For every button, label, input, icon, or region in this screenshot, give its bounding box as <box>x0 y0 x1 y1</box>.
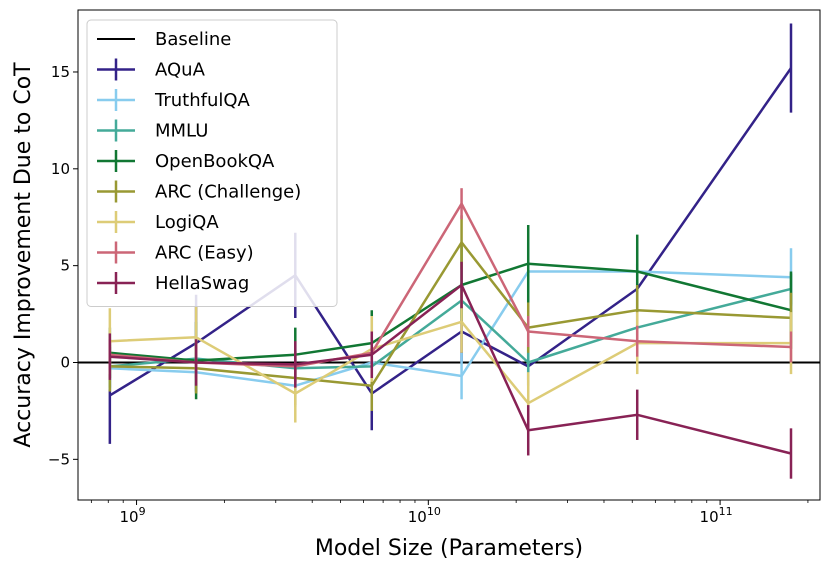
legend-item-aqua: AQuA <box>97 58 206 81</box>
legend-item-logiqa: LogiQA <box>97 211 219 233</box>
legend-item-openbookqa: OpenBookQA <box>97 150 275 172</box>
series-line-logiqa <box>109 320 791 405</box>
series-line-hellaswag <box>109 283 792 455</box>
y-tick-label: −5 <box>48 450 70 468</box>
legend-item-baseline: Baseline <box>97 29 231 50</box>
axes: −5 0 5 10 15 109 1010 1011 <box>48 63 809 526</box>
plot-frame <box>77 9 821 501</box>
series-line-truthfulqa <box>109 270 792 387</box>
y-tick-label: 15 <box>51 63 70 81</box>
legend-label: ARC (Challenge) <box>155 182 301 203</box>
legend-label: LogiQA <box>155 212 219 233</box>
x-tick-label: 1010 <box>408 505 441 526</box>
series-hellaswag <box>108 261 793 479</box>
x-tick-label: 109 <box>119 505 145 526</box>
series-line-aqua <box>109 67 793 397</box>
y-tick-label: 10 <box>51 160 70 178</box>
legend-label: TruthfulQA <box>154 90 251 111</box>
x-tick-label: 1011 <box>700 505 733 526</box>
legend-label: HellaSwag <box>155 273 249 294</box>
x-axis-label: Model Size (Parameters) <box>315 536 583 561</box>
legend: Baseline AQuA TruthfulQA MMLU OpenBookQA ARC … <box>86 19 338 307</box>
legend-label: MMLU <box>155 121 208 142</box>
legend-item-truthfulqa: TruthfulQA <box>97 89 251 111</box>
y-axis-label: Accuracy Improvement Due to CoT <box>11 62 36 448</box>
plot-area <box>78 23 820 479</box>
legend-item-arc-challenge: ARC (Challenge) <box>97 180 301 203</box>
y-tick-label: 0 <box>60 353 70 371</box>
legend-label: OpenBookQA <box>155 151 275 172</box>
legend-label: Baseline <box>155 29 231 50</box>
legend-box <box>86 19 338 307</box>
series-line-arc-challenge <box>109 241 792 387</box>
legend-label: AQuA <box>155 60 206 81</box>
legend-item-mmlu: MMLU <box>97 119 208 142</box>
legend-item-hellaswag: HellaSwag <box>97 272 249 294</box>
legend-item-arc-easy: ARC (Easy) <box>97 241 254 264</box>
legend-label: ARC (Easy) <box>155 243 254 264</box>
y-tick-label: 5 <box>60 257 70 275</box>
